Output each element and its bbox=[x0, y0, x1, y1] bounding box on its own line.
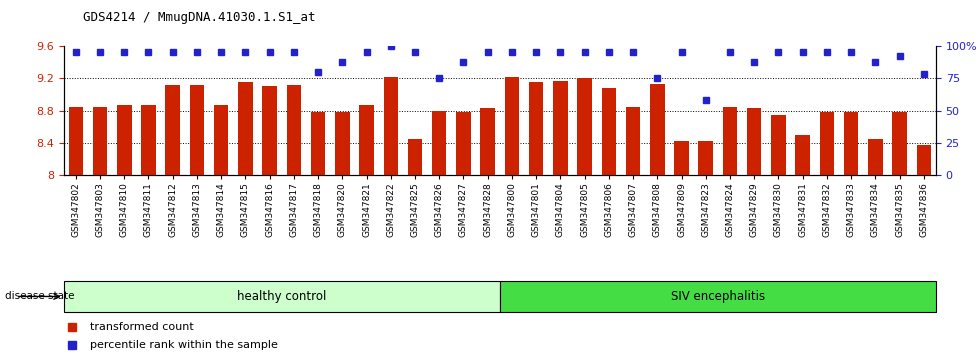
Bar bbox=[166, 85, 180, 175]
Bar bbox=[480, 108, 495, 175]
Bar bbox=[360, 105, 373, 175]
Bar bbox=[796, 135, 809, 175]
Bar bbox=[383, 77, 398, 175]
Bar bbox=[747, 108, 761, 175]
Bar bbox=[553, 81, 567, 175]
Bar bbox=[722, 107, 737, 175]
Bar bbox=[93, 107, 107, 175]
Bar bbox=[577, 78, 592, 175]
Bar bbox=[500, 281, 936, 312]
Bar bbox=[868, 139, 883, 175]
Bar bbox=[505, 77, 519, 175]
Bar bbox=[529, 82, 543, 175]
Bar bbox=[844, 112, 858, 175]
Bar bbox=[456, 112, 470, 175]
Text: disease state: disease state bbox=[5, 291, 74, 302]
Bar bbox=[892, 112, 907, 175]
Bar bbox=[335, 112, 350, 175]
Bar bbox=[117, 105, 131, 175]
Bar bbox=[626, 107, 640, 175]
Bar bbox=[286, 85, 301, 175]
Bar bbox=[650, 84, 664, 175]
Bar bbox=[214, 105, 228, 175]
Bar bbox=[432, 110, 447, 175]
Text: transformed count: transformed count bbox=[90, 322, 194, 332]
Bar bbox=[141, 105, 156, 175]
Bar bbox=[916, 144, 931, 175]
Bar bbox=[238, 82, 253, 175]
Text: percentile rank within the sample: percentile rank within the sample bbox=[90, 340, 277, 350]
Bar bbox=[408, 139, 422, 175]
Bar bbox=[311, 112, 325, 175]
Bar bbox=[263, 86, 277, 175]
Text: healthy control: healthy control bbox=[237, 290, 326, 303]
Bar bbox=[674, 141, 689, 175]
Text: GDS4214 / MmugDNA.41030.1.S1_at: GDS4214 / MmugDNA.41030.1.S1_at bbox=[83, 11, 316, 24]
Text: SIV encephalitis: SIV encephalitis bbox=[670, 290, 765, 303]
Bar bbox=[771, 115, 786, 175]
Bar bbox=[699, 141, 713, 175]
Bar bbox=[819, 112, 834, 175]
Bar bbox=[64, 281, 500, 312]
Bar bbox=[69, 107, 83, 175]
Bar bbox=[602, 88, 616, 175]
Bar bbox=[190, 85, 204, 175]
